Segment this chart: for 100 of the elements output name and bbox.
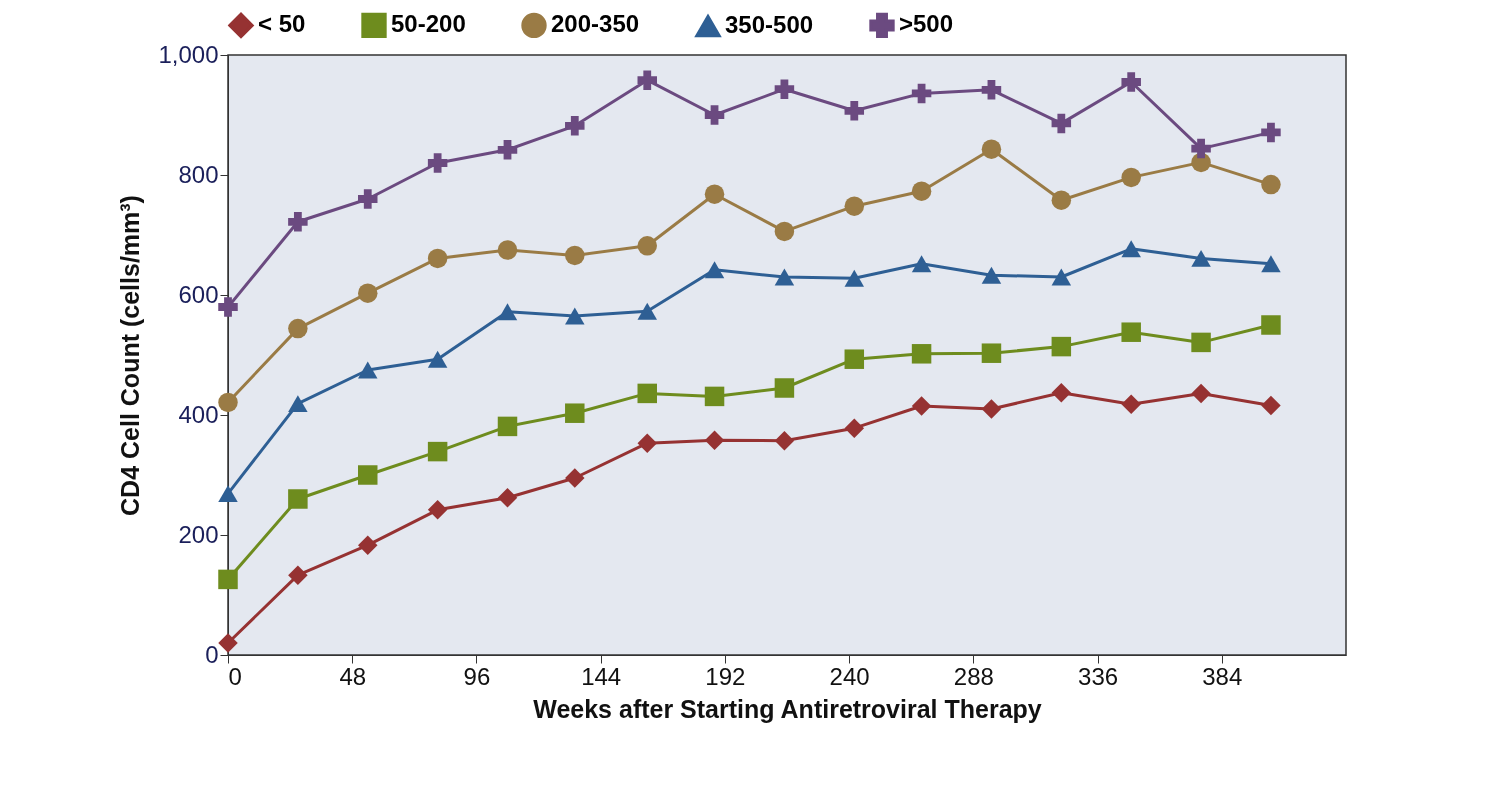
point (981, 343, 1002, 363)
point (637, 70, 657, 90)
point (1191, 332, 1211, 353)
point (497, 416, 518, 437)
point (358, 189, 378, 209)
point (637, 383, 657, 404)
point (637, 236, 657, 256)
point (565, 245, 585, 266)
point (981, 399, 1002, 419)
x-tick-label: 48 (339, 662, 367, 690)
point (981, 139, 1002, 159)
point (1191, 249, 1211, 267)
y-tick-label: 400 (178, 400, 219, 428)
point (565, 116, 585, 136)
point (358, 535, 378, 555)
point (1261, 174, 1281, 195)
point (774, 268, 795, 286)
point (427, 441, 448, 462)
point (1051, 383, 1072, 403)
point (565, 468, 585, 488)
point (427, 248, 448, 269)
point (288, 489, 308, 509)
y-tick-label: 1,000 (158, 40, 219, 68)
x-tick-label: 0 (228, 662, 242, 690)
point (288, 212, 308, 232)
point (358, 361, 378, 379)
y-tick-label: 600 (178, 280, 219, 308)
point (844, 196, 865, 216)
point (1261, 315, 1281, 335)
point (1121, 167, 1141, 188)
point (981, 80, 1002, 100)
point (1051, 336, 1072, 357)
point (1261, 395, 1281, 416)
point (497, 240, 518, 260)
point (497, 140, 518, 160)
x-tick-label: 240 (829, 662, 870, 690)
point (844, 349, 865, 369)
point (704, 105, 725, 125)
point (497, 303, 518, 321)
point (427, 500, 448, 520)
y-tick-label: 800 (178, 160, 219, 188)
point (1121, 72, 1141, 92)
point (358, 465, 378, 485)
x-tick-label: 144 (581, 662, 622, 690)
point (1261, 122, 1281, 143)
legend-label: 200-350 (551, 10, 640, 38)
legend-label: 50-200 (391, 10, 466, 38)
point (427, 350, 448, 368)
point (1051, 268, 1072, 286)
point (218, 297, 238, 317)
point (565, 403, 585, 423)
point (774, 378, 795, 398)
point (637, 433, 657, 453)
point (704, 430, 725, 450)
point (218, 633, 238, 653)
point (427, 153, 448, 173)
point (704, 184, 725, 204)
x-tick-label: 192 (705, 662, 746, 690)
point (1121, 394, 1141, 414)
point (637, 302, 657, 320)
point (218, 485, 238, 503)
point (218, 392, 238, 413)
point (911, 344, 932, 364)
x-tick-label: 96 (463, 662, 491, 690)
x-tick-label: 288 (953, 662, 994, 690)
point (288, 318, 308, 339)
point (911, 255, 932, 273)
point (774, 79, 795, 99)
point (911, 181, 932, 201)
legend-label: < 50 (258, 10, 306, 38)
point (844, 101, 865, 121)
point (844, 269, 865, 287)
point (218, 569, 238, 590)
point (565, 307, 585, 325)
point (774, 221, 795, 242)
point (911, 396, 932, 416)
point (1261, 255, 1281, 273)
point (704, 261, 725, 279)
x-tick-label: 384 (1202, 662, 1243, 690)
y-axis-title: CD4 Cell Count (cells/mm³) (116, 195, 145, 516)
x-tick-label: 336 (1078, 662, 1119, 690)
point (497, 488, 518, 508)
point (288, 565, 308, 585)
legend-label: 350-500 (725, 11, 814, 39)
point (1051, 113, 1072, 134)
point (844, 418, 865, 438)
y-tick-label: 200 (178, 520, 219, 548)
point (1051, 190, 1072, 210)
x-axis-title: Weeks after Starting Antiretroviral Therapy (533, 694, 1042, 723)
legend-label: >500 (899, 10, 954, 38)
y-tick-label: 0 (205, 640, 219, 668)
point (981, 266, 1002, 284)
point (1191, 138, 1211, 159)
point (704, 386, 725, 407)
point (288, 395, 308, 413)
point (1121, 240, 1141, 258)
point (1191, 383, 1211, 404)
point (911, 83, 932, 104)
point (358, 283, 378, 303)
point (774, 431, 795, 451)
